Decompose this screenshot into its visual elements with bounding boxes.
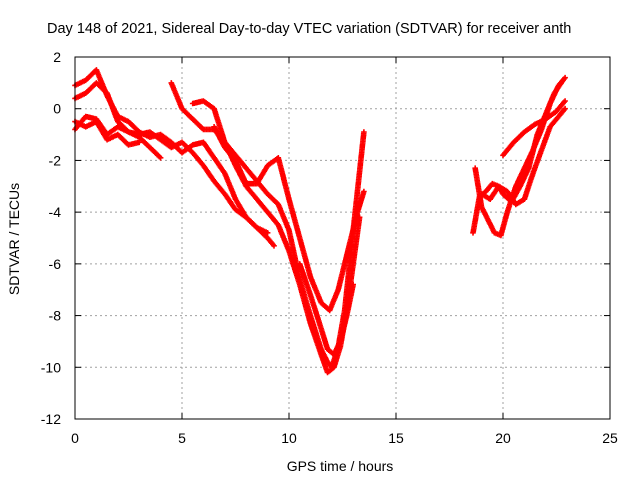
series-trace-11 bbox=[478, 105, 568, 208]
data-point bbox=[136, 139, 142, 146]
x-tick-label: 5 bbox=[178, 430, 186, 446]
chart-title: Day 148 of 2021, Sidereal Day-to-day VTE… bbox=[47, 21, 571, 37]
x-tick-label: 15 bbox=[388, 430, 404, 446]
data-point bbox=[361, 188, 367, 195]
x-axis-label: GPS time / hours bbox=[287, 458, 394, 474]
y-tick-label: 0 bbox=[53, 101, 61, 117]
data-point bbox=[361, 129, 367, 135]
data-point bbox=[562, 98, 568, 104]
y-tick-labels: -12 -10 -8 -6 -4 -2 0 2 bbox=[41, 49, 61, 427]
data-point bbox=[271, 243, 277, 249]
axis-ticks bbox=[74, 56, 611, 420]
scatter-points bbox=[72, 67, 568, 376]
data-point bbox=[350, 281, 356, 288]
y-tick-label: 2 bbox=[53, 49, 61, 65]
y-tick-label: -2 bbox=[49, 152, 62, 168]
data-point bbox=[562, 74, 568, 81]
series-trace-8 bbox=[296, 261, 356, 358]
x-tick-label: 25 bbox=[602, 430, 618, 446]
y-tick-label: -10 bbox=[41, 359, 61, 375]
x-tick-label: 10 bbox=[281, 430, 297, 446]
data-point bbox=[157, 155, 164, 161]
y-tick-label: -4 bbox=[49, 204, 62, 220]
data-point bbox=[562, 105, 568, 112]
series-trace-6 bbox=[189, 98, 363, 376]
series-trace-2 bbox=[72, 80, 271, 236]
series-trace-7 bbox=[211, 124, 367, 314]
plot-frame bbox=[74, 56, 611, 420]
series-trace-4 bbox=[72, 118, 142, 148]
y-tick-label: -6 bbox=[49, 256, 62, 272]
y-tick-label: -8 bbox=[49, 308, 62, 324]
series-trace-12 bbox=[500, 98, 568, 159]
x-tick-label: 20 bbox=[495, 430, 511, 446]
series-trace-5 bbox=[168, 80, 367, 371]
grid-lines bbox=[75, 57, 610, 419]
series-trace-10 bbox=[472, 74, 568, 239]
x-tick-labels: 0 5 10 15 20 25 bbox=[71, 430, 618, 446]
y-axis-label: SDTVAR / TECUs bbox=[6, 183, 22, 295]
data-point bbox=[264, 230, 271, 236]
y-tick-label: -12 bbox=[41, 411, 61, 427]
x-tick-label: 0 bbox=[71, 430, 79, 446]
